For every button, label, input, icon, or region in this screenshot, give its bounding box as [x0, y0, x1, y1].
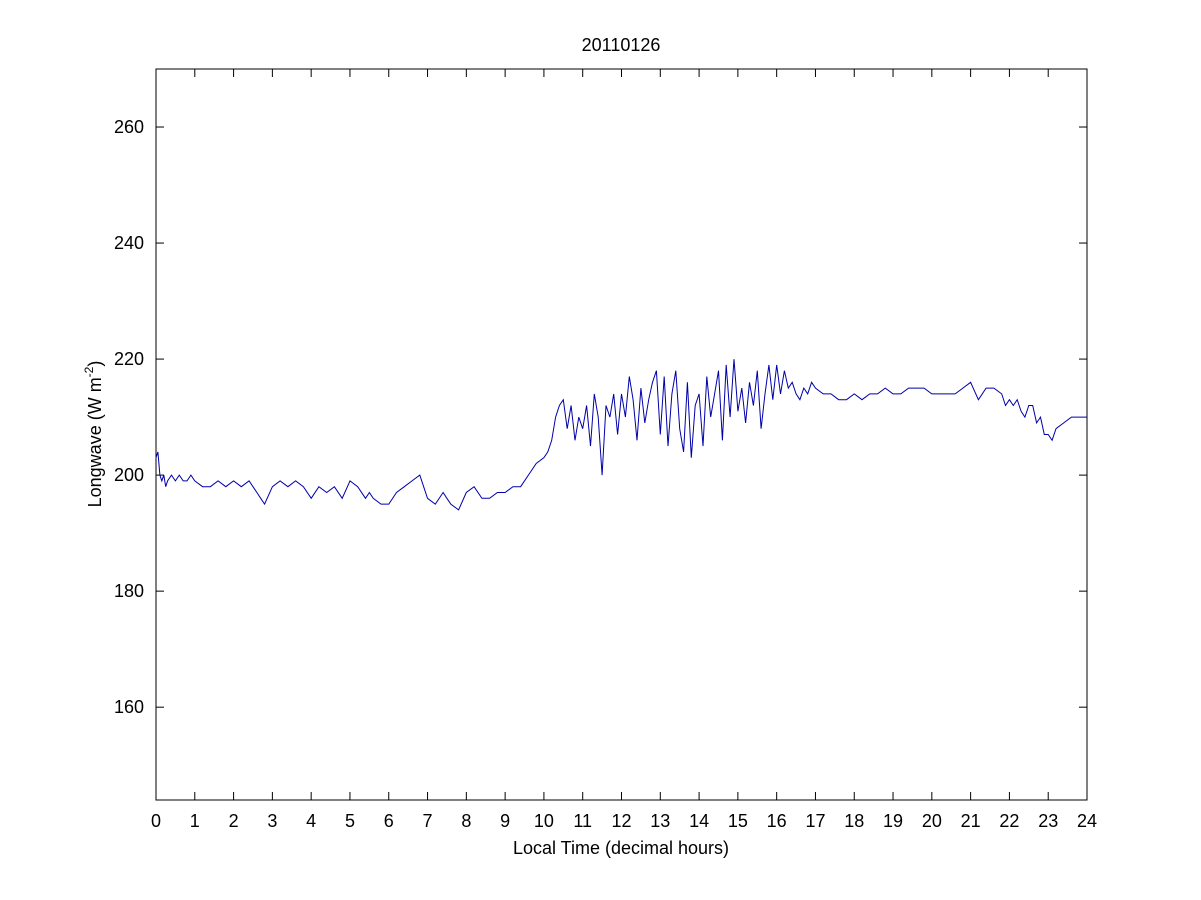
x-tick-label: 8 [461, 811, 471, 831]
x-tick-label: 1 [190, 811, 200, 831]
y-tick-label: 240 [114, 233, 144, 253]
x-tick-label: 10 [534, 811, 554, 831]
y-tick-label: 200 [114, 465, 144, 485]
x-tick-label: 3 [267, 811, 277, 831]
x-tick-label: 15 [728, 811, 748, 831]
x-tick-label: 13 [650, 811, 670, 831]
data-series-layer [155, 359, 1087, 511]
x-tick-label: 9 [500, 811, 510, 831]
longwave-series-line [155, 359, 1087, 511]
x-axis-label: Local Time (decimal hours) [513, 838, 729, 858]
y-axis-ticks: 160 180 200 220 240 260 [114, 117, 1087, 717]
y-axis-label: Longwave (W m-2) [82, 361, 105, 508]
x-tick-label: 23 [1038, 811, 1058, 831]
x-tick-label: 2 [229, 811, 239, 831]
x-tick-label: 21 [961, 811, 981, 831]
x-tick-label: 0 [151, 811, 161, 831]
x-tick-label: 14 [689, 811, 709, 831]
x-tick-label: 20 [922, 811, 942, 831]
x-axis-ticks: 0 1 2 3 4 5 6 7 8 9 10 11 12 13 14 15 16 17 18 19 20 21 22 23 24 [151, 69, 1097, 831]
chart-title: 20110126 [582, 35, 661, 55]
x-tick-label: 22 [999, 811, 1019, 831]
y-axis-label-close: ) [85, 361, 105, 367]
y-axis-label-superscript: -2 [82, 366, 96, 377]
x-tick-label: 4 [306, 811, 316, 831]
x-tick-label: 12 [611, 811, 631, 831]
y-tick-label: 180 [114, 581, 144, 601]
y-tick-label: 220 [114, 349, 144, 369]
plot-area [155, 68, 1088, 801]
x-tick-label: 6 [384, 811, 394, 831]
x-tick-label: 24 [1077, 811, 1097, 831]
x-tick-label: 18 [844, 811, 864, 831]
x-tick-label: 5 [345, 811, 355, 831]
y-axis-label-main: Longwave (W m [85, 377, 105, 507]
x-tick-label: 11 [573, 811, 592, 831]
x-tick-label: 16 [767, 811, 787, 831]
x-tick-label: 19 [883, 811, 903, 831]
x-tick-label: 17 [805, 811, 825, 831]
y-tick-label: 260 [114, 117, 144, 137]
x-tick-label: 7 [423, 811, 433, 831]
y-tick-label: 160 [114, 697, 144, 717]
